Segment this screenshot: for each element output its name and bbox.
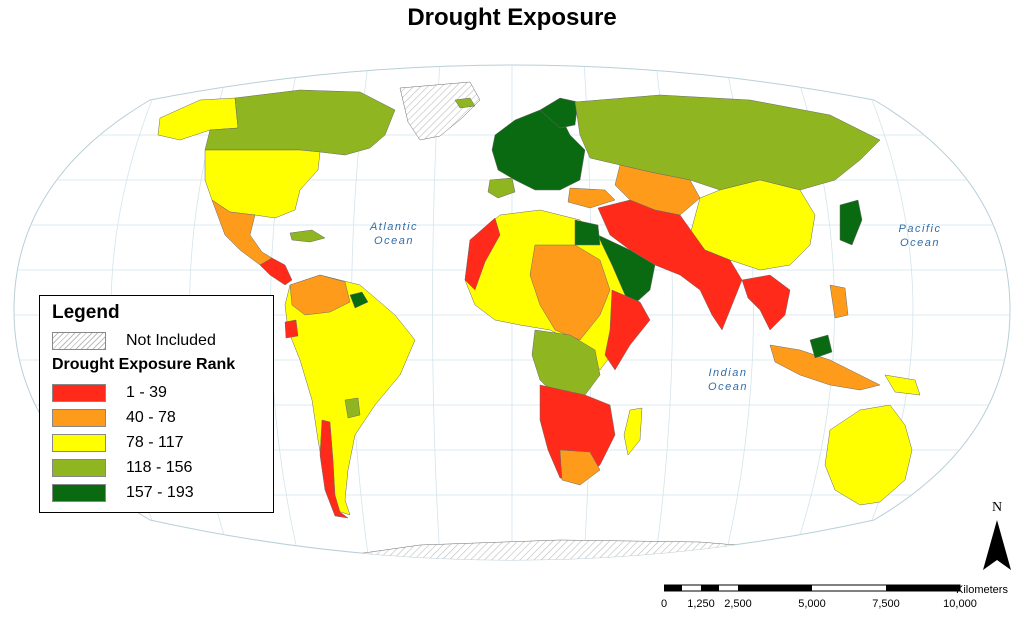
legend-class-label: 157 - 193 xyxy=(126,484,194,501)
region-turkey[interactable] xyxy=(567,187,616,209)
scale-tick-label: 7,500 xyxy=(872,598,900,610)
region-iberia[interactable] xyxy=(487,177,516,199)
legend-swatch xyxy=(52,484,106,502)
region-japan[interactable] xyxy=(839,199,863,246)
indian-label-2: Ocean xyxy=(708,381,748,393)
region-canada[interactable] xyxy=(204,89,396,156)
region-southeast-asia[interactable] xyxy=(741,274,791,331)
pacific-label-1: Pacific xyxy=(899,223,942,235)
region-new-guinea[interactable] xyxy=(884,374,921,396)
region-australia[interactable] xyxy=(824,404,913,506)
scale-tick-label: 0 xyxy=(660,598,668,610)
region-central-america[interactable] xyxy=(259,257,293,286)
ocean-labels: Atlantic Ocean Pacific Ocean Indian Ocea… xyxy=(369,221,942,393)
north-arrow: N xyxy=(977,500,1017,576)
scale-unit: Kilometers xyxy=(956,584,1008,596)
region-mexico[interactable] xyxy=(211,199,273,266)
legend-label: Not Included xyxy=(126,332,216,349)
legend-class-label: 40 - 78 xyxy=(126,409,176,426)
region-greenland[interactable] xyxy=(399,81,481,141)
atlantic-label-1: Atlantic xyxy=(369,221,418,233)
region-south-africa[interactable] xyxy=(559,449,601,486)
region-egypt[interactable] xyxy=(574,219,601,246)
north-arrow-icon xyxy=(983,520,1011,570)
scale-tick-label: 10,000 xyxy=(943,598,977,610)
region-iceland[interactable] xyxy=(454,97,476,109)
scale-tick-label: 2,500 xyxy=(724,598,752,610)
indian-label-1: Indian xyxy=(709,367,748,379)
region-chile[interactable] xyxy=(319,419,349,519)
landmasses[interactable] xyxy=(157,81,951,586)
scale-tick-label: 1,250 xyxy=(687,598,715,610)
region-new-zealand[interactable] xyxy=(904,489,951,531)
legend-swatch xyxy=(52,384,106,402)
legend-swatch xyxy=(52,409,106,427)
atlantic-label-2: Ocean xyxy=(374,235,414,247)
hatch-swatch xyxy=(52,332,106,350)
region-madagascar[interactable] xyxy=(623,407,643,456)
legend-class-label: 78 - 117 xyxy=(126,434,184,451)
region-west-africa-red[interactable] xyxy=(464,217,501,291)
scale-bar: Kilometers 0 1,250 2,500 5,000 7,500 10,000 xyxy=(660,584,1020,620)
north-label: N xyxy=(991,500,1003,515)
region-horn-of-africa[interactable] xyxy=(604,289,651,371)
legend-subtitle: Drought Exposure Rank xyxy=(52,356,236,373)
region-ecuador[interactable] xyxy=(284,319,299,339)
legend-title: Legend xyxy=(52,302,120,323)
legend-box: Legend Not Included Drought Exposure Ran… xyxy=(39,295,274,513)
legend-swatch xyxy=(52,459,106,477)
region-guianas[interactable] xyxy=(349,291,369,309)
region-paraguay[interactable] xyxy=(344,397,361,419)
region-usa[interactable] xyxy=(204,149,321,219)
pacific-label-2: Ocean xyxy=(900,237,940,249)
scale-bar-graphic xyxy=(664,584,961,592)
region-philippines[interactable] xyxy=(829,284,849,319)
legend-swatch xyxy=(52,434,106,452)
region-south-america[interactable] xyxy=(284,274,416,516)
region-borneo[interactable] xyxy=(809,334,833,359)
map-title: Drought Exposure xyxy=(407,4,617,31)
legend-class-label: 118 - 156 xyxy=(126,459,193,476)
region-venezuela-colombia[interactable] xyxy=(289,274,351,316)
region-caribbean[interactable] xyxy=(289,229,326,243)
legend-class-label: 1 - 39 xyxy=(126,384,167,401)
region-sahel-orange[interactable] xyxy=(529,244,611,341)
scale-tick-label: 5,000 xyxy=(798,598,826,610)
